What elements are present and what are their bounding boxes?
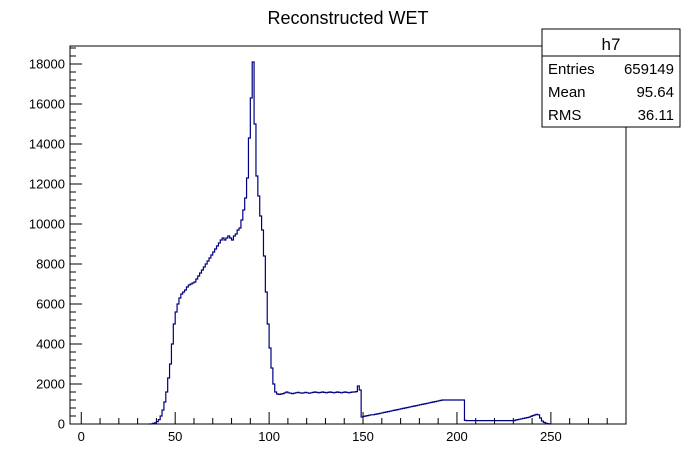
stats-box-frame bbox=[541, 28, 681, 128]
y-tick-label: 6000 bbox=[36, 297, 65, 312]
chart-title: Reconstructed WET bbox=[267, 8, 428, 28]
y-tick-label: 14000 bbox=[29, 137, 65, 152]
stats-entries-value: 659149 bbox=[624, 61, 674, 78]
y-tick-label: 16000 bbox=[29, 97, 65, 112]
x-tick-label: 250 bbox=[540, 429, 562, 444]
stats-mean-value: 95.64 bbox=[636, 84, 674, 101]
x-tick-label: 100 bbox=[258, 429, 280, 444]
x-tick-label: 50 bbox=[168, 429, 182, 444]
y-tick-label: 12000 bbox=[29, 177, 65, 192]
stats-rms-label: RMS bbox=[548, 107, 581, 124]
y-tick-label: 8000 bbox=[36, 257, 65, 272]
y-axis: 0 2000 4000 6000 8000 10000 12000 14000 16000 180… bbox=[29, 47, 82, 432]
stats-rms-value: 36.11 bbox=[638, 107, 674, 124]
y-tick-label: 18000 bbox=[29, 57, 65, 72]
x-tick-label: 150 bbox=[352, 429, 374, 444]
x-tick-label: 0 bbox=[78, 429, 85, 444]
histogram-line bbox=[148, 61, 551, 425]
x-tick-label: 200 bbox=[446, 429, 468, 444]
y-tick-label: 0 bbox=[58, 417, 65, 432]
stats-box-name: h7 bbox=[602, 35, 621, 54]
y-tick-label: 2000 bbox=[36, 377, 65, 392]
y-tick-label: 4000 bbox=[36, 337, 65, 352]
x-axis: 0 50 100 150 200 250 bbox=[78, 412, 627, 444]
stats-entries-label: Entries bbox=[548, 61, 595, 78]
stats-box: h7 Entries 659149 Mean 95.64 RMS 36.11 bbox=[541, 28, 681, 128]
stats-mean-label: Mean bbox=[548, 84, 586, 101]
plot-frame bbox=[69, 45, 627, 425]
y-tick-label: 10000 bbox=[29, 217, 65, 232]
